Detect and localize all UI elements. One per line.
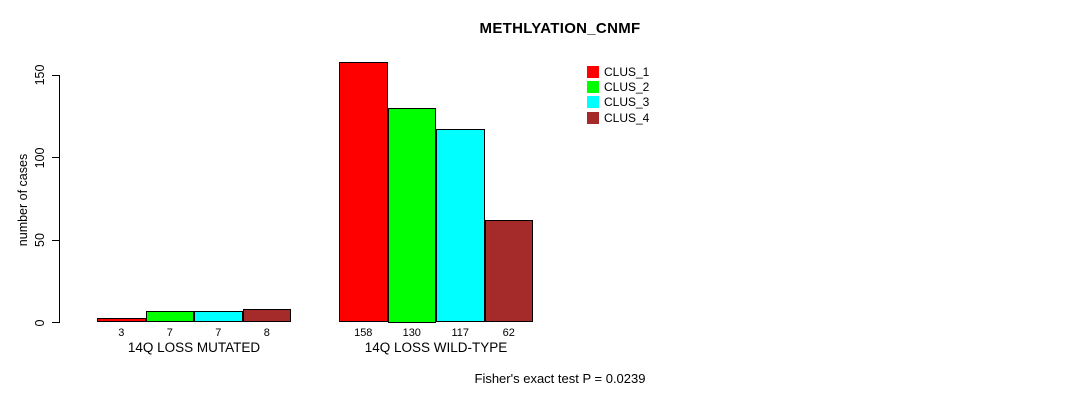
bar-clus-4 (484, 220, 533, 323)
y-tick-mark (52, 322, 59, 323)
y-tick-label: 150 (33, 64, 47, 86)
bar-value-label: 8 (263, 327, 270, 339)
legend-item: CLUS_4 (587, 110, 649, 125)
y-tick-mark (52, 157, 59, 158)
y-tick-mark (52, 74, 59, 76)
y-axis-line (59, 75, 60, 323)
legend-swatch-clus-2 (587, 81, 599, 94)
bar-clus-2 (145, 310, 194, 323)
bar-value-label: 7 (166, 327, 173, 339)
y-tick-label: 100 (33, 147, 47, 168)
bar-value-label: 7 (215, 327, 222, 339)
y-tick-label: 50 (33, 233, 47, 247)
legend-swatch-clus-1 (587, 65, 599, 78)
y-axis-label: number of cases (16, 153, 30, 247)
bar-value-label: 158 (354, 327, 373, 339)
bar-clus-1 (97, 317, 146, 323)
legend-label: CLUS_2 (604, 80, 650, 95)
bar-clus-1 (339, 61, 388, 323)
bar-value-label: 117 (451, 327, 470, 339)
legend-label: CLUS_1 (604, 64, 650, 79)
bar-clus-3 (436, 129, 485, 323)
legend-label: CLUS_3 (604, 95, 650, 110)
bar-clus-2 (387, 108, 436, 323)
y-tick-mark (52, 239, 59, 241)
legend-label: CLUS_4 (604, 110, 650, 125)
legend-item: CLUS_3 (587, 95, 649, 110)
legend-swatch-clus-3 (587, 96, 599, 109)
chart-title: METHLYATION_CNMF (479, 20, 641, 37)
y-tick-label: 0 (33, 319, 47, 326)
category-label: 14Q LOSS WILD-TYPE (364, 340, 508, 355)
legend-item: CLUS_1 (587, 64, 649, 79)
bar-value-label: 130 (402, 327, 421, 339)
footnote-fishers-test: Fisher's exact test P = 0.0239 (474, 371, 646, 386)
category-label: 14Q LOSS MUTATED (127, 340, 261, 355)
legend-item: CLUS_2 (587, 79, 649, 94)
bar-value-label: 62 (502, 327, 515, 339)
bar-clus-3 (194, 310, 243, 323)
legend: CLUS_1 CLUS_2 CLUS_3 CLUS_4 (587, 64, 649, 126)
bar-value-label: 3 (118, 327, 125, 339)
legend-swatch-clus-4 (587, 111, 599, 124)
bar-clus-4 (242, 309, 291, 323)
